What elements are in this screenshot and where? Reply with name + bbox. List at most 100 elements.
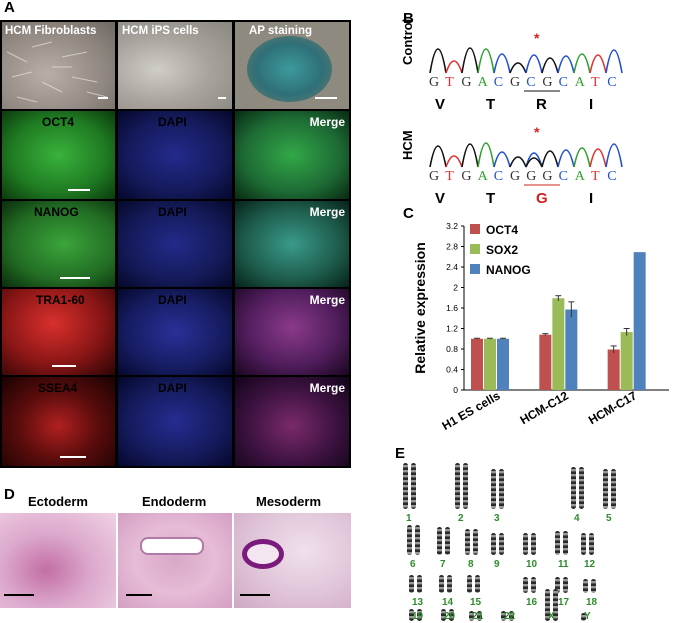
scale-bar [52, 365, 76, 367]
scale-bar [68, 189, 90, 191]
chromosome [581, 533, 586, 555]
chromosome [447, 575, 452, 593]
chromosome [545, 589, 550, 621]
base-letter: G [510, 169, 521, 184]
fibroblast-image: HCM Fibroblasts [2, 22, 115, 109]
chromosome [501, 611, 506, 621]
base-letter: C [526, 75, 536, 90]
chromosome-label: 19 [412, 611, 424, 622]
panel-a-grid: HCM Fibroblasts HCM iPS cells AP stainin… [0, 20, 351, 468]
dapi-label: DAPI [158, 115, 187, 129]
ap-staining-image: AP staining [235, 22, 349, 109]
mutation-marker-control: * [534, 30, 540, 46]
chromosome-label: 8 [468, 559, 474, 570]
chromosome [407, 525, 412, 555]
chromosome-label: 22 [504, 611, 516, 622]
chromosome [603, 469, 608, 509]
chromosome [583, 579, 588, 593]
tra160-image: TRA1-60 [2, 289, 115, 375]
x-tick-label: HCM-C17 [586, 388, 639, 427]
control-label: Control [400, 18, 415, 65]
dapi-image-nanog: DAPI [118, 201, 232, 287]
y-tick-label: 2.4 [446, 262, 458, 272]
scale-bar [218, 97, 226, 99]
panel-label-d: D [4, 486, 15, 503]
base-letter: T [591, 75, 600, 90]
merge-image-nanog: Merge [235, 201, 349, 287]
chromosome [611, 469, 616, 509]
chromosome-label: 3 [494, 513, 500, 524]
chromosome [553, 589, 558, 621]
endoderm-image [118, 513, 232, 608]
y-tick-label: 0.4 [446, 365, 458, 375]
base-letter: C [607, 169, 617, 184]
base-letter: G [429, 75, 440, 90]
base-letter: A [574, 169, 585, 184]
bar-oct4 [471, 338, 483, 390]
chromosome-label: 5 [606, 513, 612, 524]
base-letter: C [558, 169, 568, 184]
chromosome [591, 579, 596, 593]
control-aa: R [536, 96, 547, 113]
mesoderm-label: Mesoderm [256, 494, 322, 509]
chromosome [571, 467, 576, 509]
chromosome [509, 611, 514, 621]
base-letter: T [591, 169, 600, 184]
chromosome-label: 17 [558, 597, 570, 608]
base-letter: C [558, 75, 568, 90]
chromosome [477, 611, 482, 621]
chromosome [579, 467, 584, 509]
bar-nanog [565, 309, 578, 390]
control-aa: V [435, 96, 446, 113]
nanog-image: NANOG [2, 201, 115, 287]
header-ap-staining: AP staining [249, 25, 313, 37]
base-letter: T [445, 169, 454, 184]
chromosome [523, 577, 528, 593]
panel-e-karyotype: 1 2 3 4 5 6 7 8 9 10 11 12 13 14 15 16 17 18 19 20 21 22 X Y [395, 463, 681, 623]
y-tick-label: 2.8 [446, 242, 458, 252]
base-letter: C [493, 75, 504, 90]
chromosome [445, 527, 450, 555]
marker-label-nanog: NANOG [34, 205, 79, 219]
chromosome [463, 463, 468, 509]
ssea4-image: SSEA4 [2, 377, 115, 466]
chromosome-label: 18 [586, 597, 598, 608]
chromosome [531, 577, 536, 593]
chromosome [499, 533, 504, 555]
chromosome [523, 533, 528, 555]
y-axis-label: Relative expression [412, 242, 428, 374]
scale-bar [60, 277, 90, 279]
panel-label-a: A [4, 0, 15, 16]
base-letter: G [429, 169, 440, 184]
hcm-label: HCM [400, 130, 415, 160]
chromosome-label: 16 [526, 597, 538, 608]
merge-image-oct4: Merge [235, 111, 349, 199]
merge-label: Merge [309, 381, 345, 395]
base-letter: A [477, 169, 488, 184]
mutation-marker-hcm: * [534, 124, 540, 140]
scale-bar [126, 594, 152, 596]
marker-label-oct4: OCT4 [42, 115, 75, 129]
y-tick-label: 0 [453, 385, 458, 395]
hcm-aa: V [435, 190, 446, 207]
chromosome-label: 21 [472, 611, 484, 622]
bar-chart: 0 0.4 0.8 1.2 1.6 2 2.4 2.8 3.2 Relative expressi… [412, 221, 669, 433]
chromosome [563, 577, 568, 593]
bar-nanog [497, 338, 509, 390]
panel-b-sequencing: Control HCM [400, 19, 681, 207]
chromosome-label: 9 [494, 559, 500, 570]
panel-label-e: E [395, 445, 406, 462]
chromosome-label: X [548, 611, 555, 622]
chromosome [473, 529, 478, 555]
chromosome [439, 575, 444, 593]
chromatogram [429, 47, 623, 186]
merge-image-ssea4: Merge [235, 377, 349, 466]
dapi-label: DAPI [158, 381, 187, 395]
marker-label-ssea4: SSEA4 [38, 381, 78, 395]
base-letter: G [510, 75, 521, 90]
control-aa: I [589, 96, 594, 113]
chromosome-label: 15 [470, 597, 482, 608]
chromosome [491, 469, 496, 509]
chromosome [469, 611, 474, 621]
chromosome-label: 20 [444, 611, 456, 622]
